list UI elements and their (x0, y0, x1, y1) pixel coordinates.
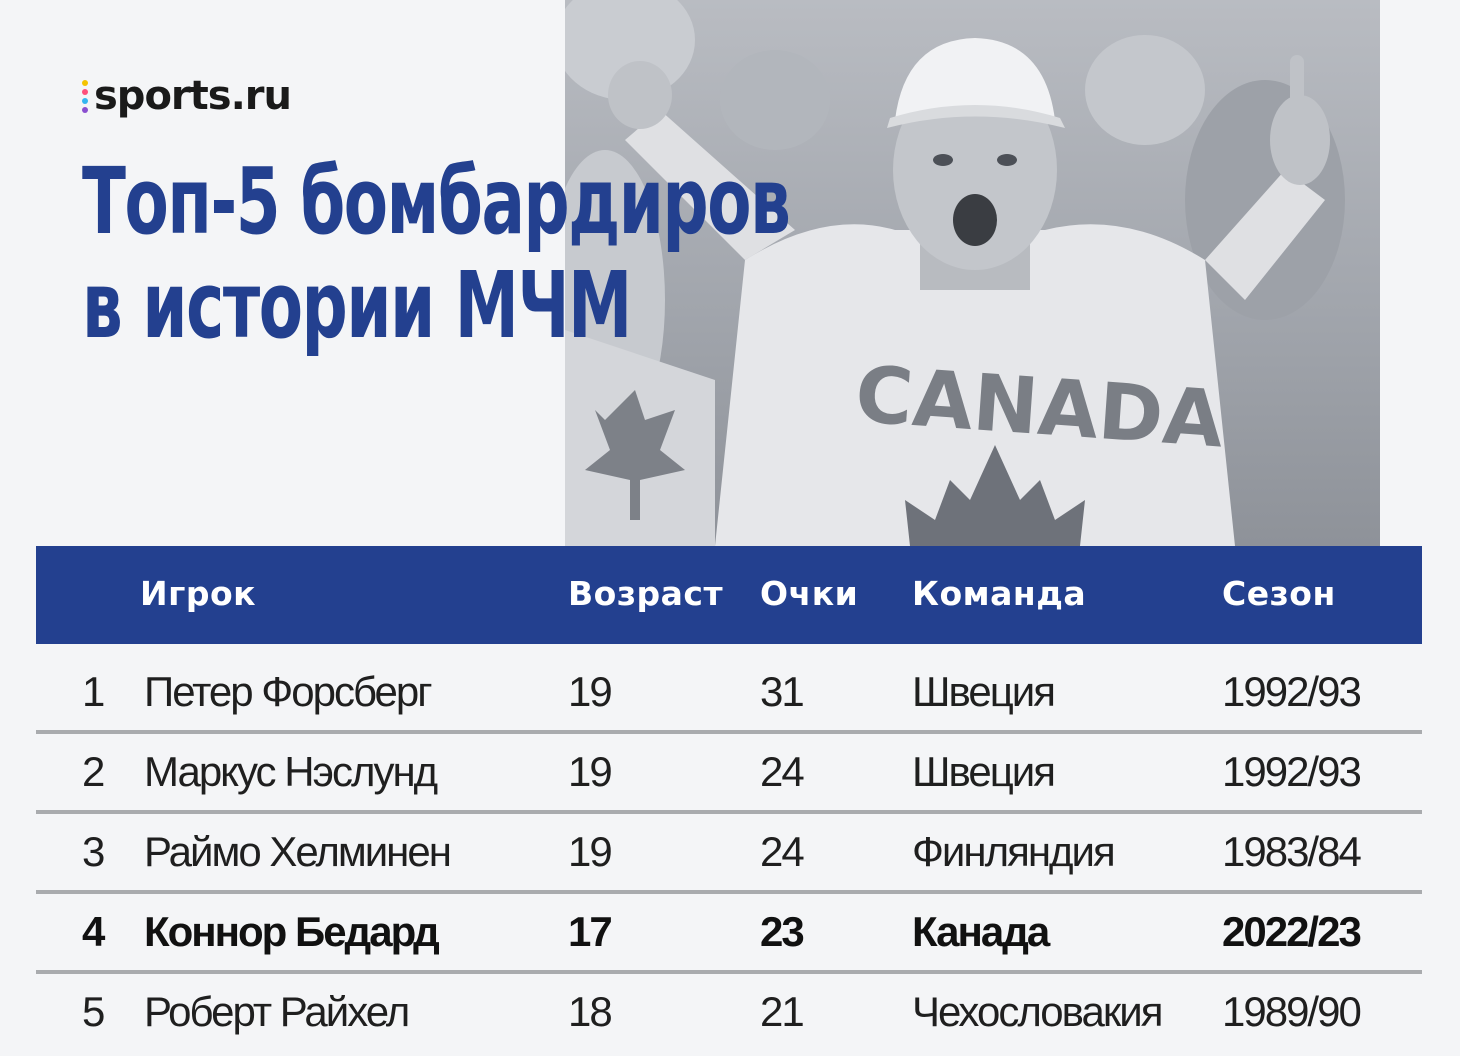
logo-dot (82, 106, 88, 113)
cell-player: Петер Форсберг (144, 668, 433, 715)
cell-rank: 5 (82, 988, 105, 1035)
cell-points: 24 (760, 748, 805, 795)
logo-dot (82, 79, 88, 86)
cell-team: Швеция (912, 748, 1056, 795)
header-player: Игрок (140, 574, 257, 613)
cell-season: 1992/93 (1222, 748, 1362, 795)
cell-age: 19 (568, 828, 613, 875)
cell-team: Чехословакия (912, 988, 1163, 1035)
sports-ru-logo[interactable]: sports.ru (82, 70, 292, 122)
table-header: Игрок Возраст Очки Команда Сезон (36, 546, 1422, 644)
cell-team: Швеция (912, 668, 1056, 715)
cell-points: 31 (760, 668, 805, 715)
table-row: 5 Роберт Райхел 18 21 Чехословакия 1989/90 (36, 974, 1422, 1054)
table-row: 3 Раймо Хелминен 19 24 Финляндия 1983/84 (36, 814, 1422, 894)
logo-dot (82, 97, 88, 104)
table-row: 4 Коннор Бедард 17 23 Канада 2022/23 (36, 894, 1422, 974)
row-divider (36, 730, 1422, 734)
cell-points: 21 (760, 988, 805, 1035)
cell-player: Раймо Хелминен (144, 828, 452, 875)
cell-points: 23 (760, 908, 805, 955)
cell-rank: 2 (82, 748, 105, 795)
cell-age: 19 (568, 668, 613, 715)
cell-rank: 4 (82, 908, 105, 955)
logo-text: sports.ru (94, 73, 292, 119)
header-points: Очки (760, 574, 859, 613)
cell-team: Канада (912, 908, 1050, 955)
cell-rank: 3 (82, 828, 105, 875)
logo-dot (82, 88, 88, 95)
cell-age: 17 (568, 908, 613, 955)
cell-season: 1989/90 (1222, 988, 1362, 1035)
header-age: Возраст (568, 574, 724, 613)
cell-season: 2022/23 (1222, 908, 1362, 955)
cell-team: Финляндия (912, 828, 1116, 875)
row-divider (36, 810, 1422, 814)
player-celebration-illustration: CANADA (565, 0, 1345, 546)
cell-player: Маркус Нэслунд (144, 748, 438, 795)
header-team: Команда (912, 574, 1087, 613)
cell-season: 1992/93 (1222, 668, 1362, 715)
cell-age: 18 (568, 988, 613, 1035)
cell-age: 19 (568, 748, 613, 795)
cell-rank: 1 (82, 668, 105, 715)
hero-photo: CANADA (565, 0, 1380, 546)
cell-points: 24 (760, 828, 805, 875)
page-title: Топ-5 бомбардиров в истории МЧМ (82, 148, 791, 359)
table-row: 1 Петер Форсберг 19 31 Швеция 1992/93 (36, 654, 1422, 734)
header-season: Сезон (1222, 574, 1336, 613)
title-line-1: Топ-5 бомбардиров (82, 148, 791, 255)
row-divider (36, 970, 1422, 974)
cell-player: Коннор Бедард (144, 908, 440, 955)
table-row: 2 Маркус Нэслунд 19 24 Швеция 1992/93 (36, 734, 1422, 814)
cell-player: Роберт Райхел (144, 988, 410, 1035)
title-line-2: в истории МЧМ (82, 252, 632, 359)
logo-dots-icon (82, 79, 88, 113)
cell-season: 1983/84 (1222, 828, 1362, 875)
row-divider (36, 890, 1422, 894)
